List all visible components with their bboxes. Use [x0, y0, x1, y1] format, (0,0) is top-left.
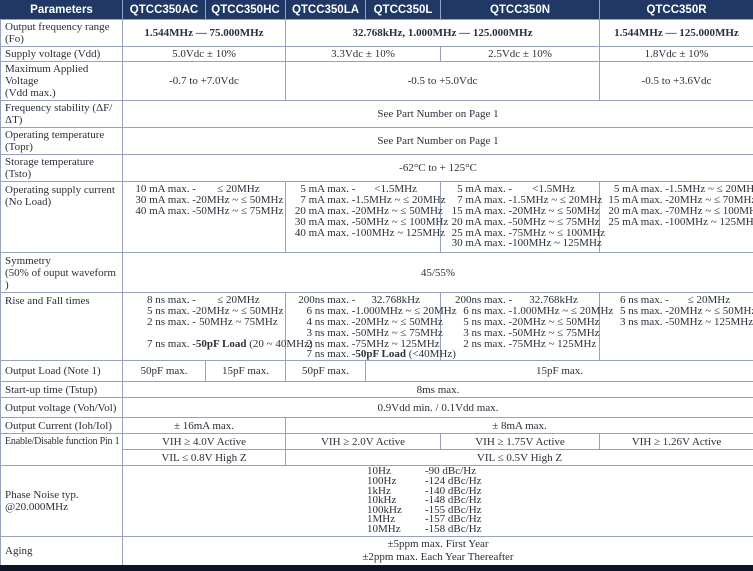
label-output-frequency: Output frequency range (Fo) [1, 20, 123, 47]
row-enable-disable-vih: Enable/Disable function Pin 1 VIH ≥ 4.0V… [1, 434, 753, 450]
label-operating-temperature: Operating temperature (Topr) [1, 128, 123, 155]
col-header-qtcc350ac: QTCC350AC [123, 1, 206, 20]
row-output-frequency: Output frequency range (Fo) 1.544MHz — 7… [1, 20, 753, 47]
col-header-qtcc350l: QTCC350L [366, 1, 441, 20]
row-startup-time: Start-up time (Tstup) 8ms max. [1, 382, 753, 398]
stability-all: See Part Number on Page 1 [123, 101, 753, 128]
row-storage-temperature: Storage temperature (Tsto) -62°C to + 12… [1, 155, 753, 182]
col-header-qtcc350hc: QTCC350HC [206, 1, 286, 20]
fo-ac-hc: 1.544MHz — 75.000MHz [123, 20, 286, 47]
label-phase-noise: Phase Noise typ. @20.000MHz [1, 466, 123, 536]
row-frequency-stability: Frequency stability (ΔF/ΔT) See Part Num… [1, 101, 753, 128]
enable-vih-n: VIH ≥ 1.75V Active [441, 434, 600, 450]
load-hc: 15pF max. [206, 361, 286, 382]
row-symmetry: Symmetry (50% of ouput waveform ) 45/55% [1, 253, 753, 293]
col-header-qtcc350la: QTCC350LA [286, 1, 366, 20]
row-operating-supply-current: Operating supply current (No Load) 10 mA… [1, 182, 753, 253]
enable-vil-la-l-n-r: VIL ≤ 0.5V High Z [286, 450, 753, 466]
iout-ac-hc: ± 16mA max. [123, 418, 286, 434]
label-output-load: Output Load (Note 1) [1, 361, 123, 382]
fo-r: 1.544MHz — 125.000MHz [600, 20, 753, 47]
row-max-applied-voltage: Maximum Applied Voltage (Vdd max.) -0.7 … [1, 62, 753, 101]
vdd-n: 2.5Vdc ± 10% [441, 47, 600, 62]
label-storage-temperature: Storage temperature (Tsto) [1, 155, 123, 182]
enable-vih-r: VIH ≥ 1.26V Active [600, 434, 753, 450]
aging-line2: ±2ppm max. Each Year Thereafter [126, 551, 750, 564]
aging-all: ±5ppm max. First Year ±2ppm max. Each Ye… [123, 536, 753, 568]
col-header-parameters: Parameters [1, 1, 123, 20]
iout-la-l-n-r: ± 8mA max. [286, 418, 753, 434]
header-row: Parameters QTCC350AC QTCC350HC QTCC350LA… [1, 1, 753, 20]
vddmax-la-l-n: -0.5 to +5.0Vdc [286, 62, 600, 101]
label-output-voltage: Output voltage (Voh/Vol) [1, 398, 123, 418]
row-operating-temperature: Operating temperature (Topr) See Part Nu… [1, 128, 753, 155]
load-l-n-r: 15pF max. [366, 361, 753, 382]
startup-all: 8ms max. [123, 382, 753, 398]
row-supply-voltage: Supply voltage (Vdd) 5.0Vdc ± 10% 3.3Vdc… [1, 47, 753, 62]
symmetry-all: 45/55% [123, 253, 753, 293]
label-frequency-stability: Frequency stability (ΔF/ΔT) [1, 101, 123, 128]
row-output-load: Output Load (Note 1) 50pF max. 15pF max.… [1, 361, 753, 382]
vdd-ac-hc: 5.0Vdc ± 10% [123, 47, 286, 62]
topr-all: See Part Number on Page 1 [123, 128, 753, 155]
vddmax-r: -0.5 to +3.6Vdc [600, 62, 753, 101]
label-rise-fall-times: Rise and Fall times [1, 293, 123, 361]
load-ac: 50pF max. [123, 361, 206, 382]
tsto-all: -62°C to + 125°C [123, 155, 753, 182]
enable-vih-la-l: VIH ≥ 2.0V Active [286, 434, 441, 450]
row-aging: Aging ±5ppm max. First Year ±2ppm max. E… [1, 536, 753, 568]
vddmax-ac-hc: -0.7 to +7.0Vdc [123, 62, 286, 101]
fo-la-l-n: 32.768kHz, 1.000MHz — 125.000MHz [286, 20, 600, 47]
row-phase-noise: Phase Noise typ. @20.000MHz 10Hz-90 dBc/… [1, 466, 753, 536]
label-enable-disable: Enable/Disable function Pin 1 [1, 434, 123, 466]
label-supply-voltage: Supply voltage (Vdd) [1, 47, 123, 62]
label-aging: Aging [1, 536, 123, 568]
vdd-r: 1.8Vdc ± 10% [600, 47, 753, 62]
label-operating-supply-current: Operating supply current (No Load) [1, 182, 123, 253]
row-output-voltage: Output voltage (Voh/Vol) 0.9Vdd min. / 0… [1, 398, 753, 418]
vdd-la-l: 3.3Vdc ± 10% [286, 47, 441, 62]
aging-line1: ±5ppm max. First Year [126, 538, 750, 551]
enable-vil-ac-hc: VIL ≤ 0.8V High Z [123, 450, 286, 466]
label-output-current: Output Current (Ioh/Iol) [1, 418, 123, 434]
row-output-current: Output Current (Ioh/Iol) ± 16mA max. ± 8… [1, 418, 753, 434]
vout-all: 0.9Vdd min. / 0.1Vdd max. [123, 398, 753, 418]
label-max-applied-voltage: Maximum Applied Voltage (Vdd max.) [1, 62, 123, 101]
label-startup-time: Start-up time (Tstup) [1, 382, 123, 398]
load-la: 50pF max. [286, 361, 366, 382]
col-header-qtcc350n: QTCC350N [441, 1, 600, 20]
col-header-qtcc350r: QTCC350R [600, 1, 753, 20]
label-symmetry: Symmetry (50% of ouput waveform ) [1, 253, 123, 293]
enable-vih-ac-hc: VIH ≥ 4.0V Active [123, 434, 286, 450]
